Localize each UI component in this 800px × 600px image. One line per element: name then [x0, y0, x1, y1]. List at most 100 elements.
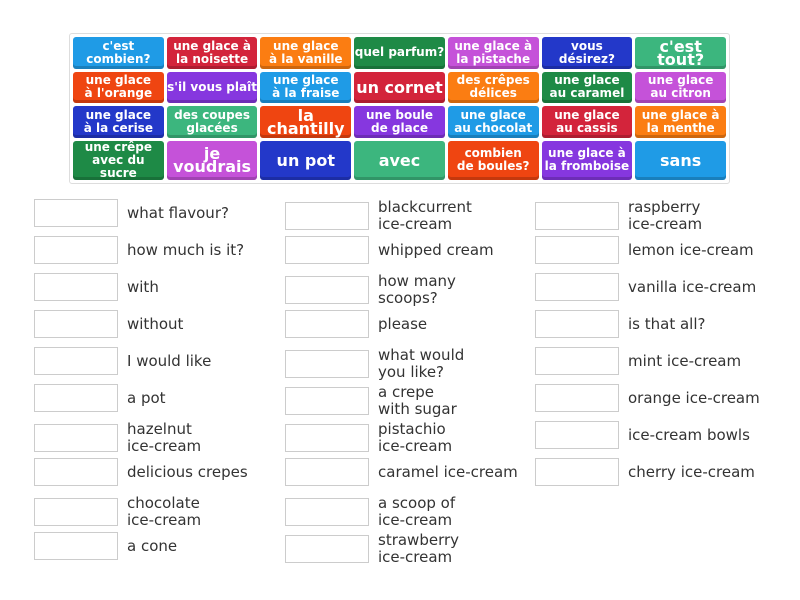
match-row: strawberry ice-cream — [285, 532, 528, 566]
draggable-tile[interactable]: c'est combien? — [73, 37, 164, 69]
drop-slot[interactable] — [34, 310, 118, 338]
match-row: I would like — [34, 347, 277, 375]
english-label: how many scoops? — [378, 272, 456, 307]
match-row: orange ice-cream — [535, 384, 778, 412]
drop-slot[interactable] — [285, 236, 369, 264]
draggable-tile[interactable]: je voudrais — [166, 140, 258, 180]
match-row: blackcurrent ice-cream — [285, 199, 528, 233]
draggable-tile[interactable]: un cornet — [354, 71, 445, 104]
english-label: hazelnut ice-cream — [127, 420, 202, 455]
english-label: how much is it? — [127, 240, 245, 259]
draggable-tile[interactable]: combien de boules? — [447, 140, 539, 180]
english-label: what flavour? — [127, 203, 229, 222]
english-label: a pot — [127, 388, 166, 407]
match-row: whipped cream — [285, 236, 528, 264]
english-label: strawberry ice-cream — [378, 531, 460, 566]
english-label: mint ice-cream — [628, 351, 742, 370]
draggable-tile[interactable]: une glace à l'orange — [73, 71, 164, 104]
english-label: cherry ice-cream — [628, 462, 755, 481]
match-row: please — [285, 310, 528, 338]
draggable-tile[interactable]: c'est tout? — [635, 37, 726, 69]
drop-slot[interactable] — [285, 458, 369, 486]
drop-slot[interactable] — [535, 310, 619, 338]
english-label: without — [127, 314, 184, 333]
english-label: is that all? — [628, 314, 706, 333]
drop-slot[interactable] — [34, 347, 118, 375]
draggable-tile[interactable]: une glace à la pistache — [447, 37, 539, 69]
draggable-tile[interactable]: avec — [354, 140, 445, 180]
drop-slot[interactable] — [535, 347, 619, 375]
english-label: ice-cream bowls — [628, 425, 750, 444]
draggable-tile[interactable]: une glace à la vanille — [260, 37, 352, 69]
match-row: how many scoops? — [285, 273, 528, 307]
drop-slot[interactable] — [34, 458, 118, 486]
english-label: with — [127, 277, 159, 296]
drop-slot[interactable] — [285, 387, 369, 415]
drop-slot[interactable] — [535, 384, 619, 412]
english-label: delicious crepes — [127, 462, 248, 481]
draggable-tile[interactable]: une glace à la cerise — [73, 106, 164, 138]
draggable-tile[interactable]: vous désirez? — [541, 37, 633, 69]
drop-slot[interactable] — [285, 350, 369, 378]
draggable-tile[interactable]: une glace à la fromboise — [541, 140, 633, 180]
drop-slot[interactable] — [34, 384, 118, 412]
match-row: vanilla ice-cream — [535, 273, 778, 301]
match-row: is that all? — [535, 310, 778, 338]
match-row: a crepe with sugar — [285, 384, 528, 418]
drop-slot[interactable] — [535, 202, 619, 230]
drop-slot[interactable] — [285, 202, 369, 230]
tile-bank: c'est combien? une glace à la noisette une… — [69, 33, 730, 184]
drop-slot[interactable] — [285, 535, 369, 563]
match-row: mint ice-cream — [535, 347, 778, 375]
draggable-tile[interactable]: s'il vous plaît — [166, 71, 258, 104]
drop-slot[interactable] — [34, 424, 118, 452]
drop-slot[interactable] — [34, 498, 118, 526]
match-row: a pot — [34, 384, 277, 412]
draggable-tile[interactable]: sans — [635, 140, 726, 180]
draggable-tile[interactable]: une glace au cassis — [541, 106, 633, 138]
draggable-tile[interactable]: une glace à la fraise — [260, 71, 352, 104]
draggable-tile[interactable]: une glace à la menthe — [635, 106, 726, 138]
draggable-tile[interactable]: une glace au citron — [635, 71, 726, 104]
draggable-tile[interactable]: quel parfum? — [354, 37, 445, 69]
draggable-tile[interactable]: une crêpe avec du sucre — [73, 140, 164, 180]
english-label: a cone — [127, 536, 178, 555]
drop-slot[interactable] — [535, 421, 619, 449]
draggable-tile[interactable]: une glace à la noisette — [166, 37, 258, 69]
match-row: how much is it? — [34, 236, 277, 264]
drop-slot[interactable] — [34, 273, 118, 301]
english-label: vanilla ice-cream — [628, 277, 757, 296]
drop-slot[interactable] — [285, 310, 369, 338]
drop-slot[interactable] — [535, 236, 619, 264]
english-label: chocolate ice-cream — [127, 494, 202, 529]
draggable-tile[interactable]: des coupes glacées — [166, 106, 258, 138]
match-row: chocolate ice-cream — [34, 495, 277, 529]
english-label: blackcurrent ice-cream — [378, 198, 472, 233]
drop-slot[interactable] — [535, 273, 619, 301]
drop-slot[interactable] — [34, 532, 118, 560]
draggable-tile[interactable]: une glace au chocolat — [447, 106, 539, 138]
drop-slot[interactable] — [34, 236, 118, 264]
drop-slot[interactable] — [535, 458, 619, 486]
english-label: what would you like? — [378, 346, 465, 381]
match-row: delicious crepes — [34, 458, 277, 486]
english-label: please — [378, 314, 428, 333]
draggable-tile[interactable]: des crêpes délices — [447, 71, 539, 104]
draggable-tile[interactable]: une boule de glace — [354, 106, 445, 138]
drop-slot[interactable] — [285, 424, 369, 452]
match-row: lemon ice-cream — [535, 236, 778, 264]
match-row: ice-cream bowls — [535, 421, 778, 449]
drop-slot[interactable] — [285, 276, 369, 304]
draggable-tile[interactable]: un pot — [260, 140, 352, 180]
match-row: a scoop of ice-cream — [285, 495, 528, 529]
match-row: a cone — [34, 532, 277, 560]
english-label: lemon ice-cream — [628, 240, 754, 259]
english-label: pistachio ice-cream — [378, 420, 453, 455]
draggable-tile[interactable]: la chantilly — [260, 106, 352, 138]
drop-slot[interactable] — [285, 498, 369, 526]
match-row: cherry ice-cream — [535, 458, 778, 486]
match-row: caramel ice-cream — [285, 458, 528, 486]
match-row: hazelnut ice-cream — [34, 421, 277, 455]
draggable-tile[interactable]: une glace au caramel — [541, 71, 633, 104]
drop-slot[interactable] — [34, 199, 118, 227]
